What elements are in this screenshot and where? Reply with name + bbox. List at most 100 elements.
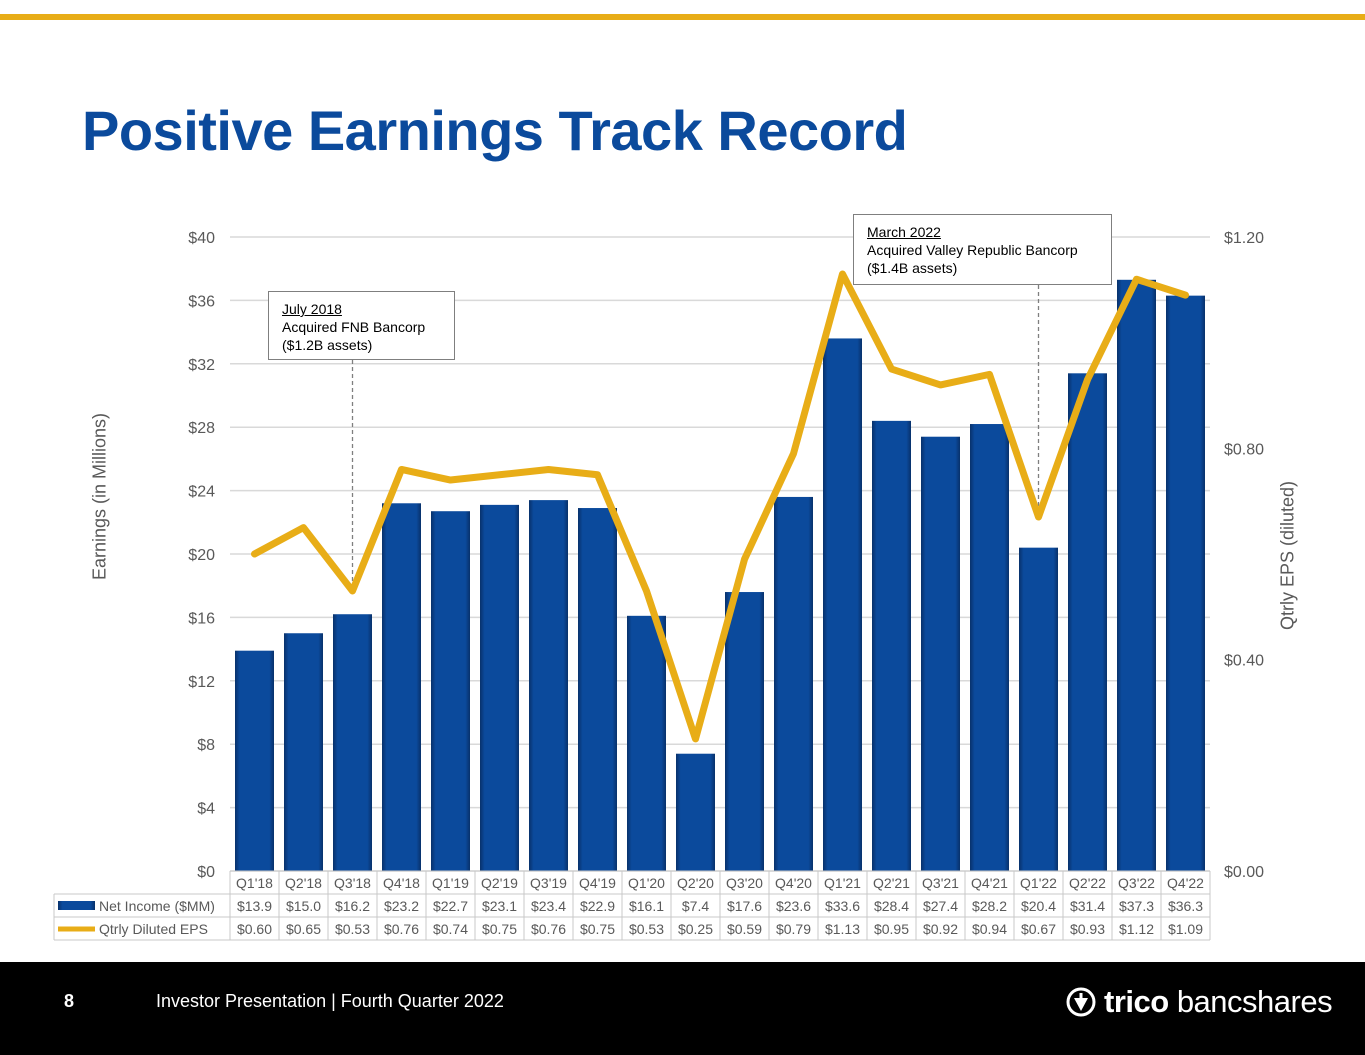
callout-date: March 2022 bbox=[867, 224, 941, 240]
table-cell-net-income: $16.2 bbox=[335, 898, 370, 914]
table-cell-eps: $0.75 bbox=[482, 921, 517, 937]
trico-logo-icon bbox=[1066, 987, 1096, 1017]
eps-point bbox=[645, 589, 648, 592]
eps-point bbox=[1135, 278, 1138, 281]
bar-net-income bbox=[235, 650, 274, 871]
legend-label-eps: Qtrly Diluted EPS bbox=[99, 921, 208, 937]
x-tick-label: Q3'18 bbox=[334, 875, 371, 891]
bar-net-income bbox=[480, 504, 519, 871]
bar-net-income bbox=[676, 753, 715, 871]
x-tick-label: Q4'19 bbox=[579, 875, 616, 891]
x-tick-label: Q1'19 bbox=[432, 875, 469, 891]
callout-line: Acquired Valley Republic Bancorp bbox=[867, 242, 1078, 258]
bar-net-income bbox=[333, 614, 372, 871]
x-tick-label: Q4'20 bbox=[775, 875, 812, 891]
bar-net-income bbox=[1166, 295, 1205, 871]
table-cell-net-income: $16.1 bbox=[629, 898, 664, 914]
y-tick-label: $20 bbox=[188, 547, 215, 564]
y-axis-title-right: Qtrly EPS (diluted) bbox=[1277, 480, 1298, 631]
eps-point bbox=[988, 373, 991, 376]
table-cell-net-income: $23.4 bbox=[531, 898, 566, 914]
eps-point bbox=[694, 737, 697, 740]
callout-date: July 2018 bbox=[282, 301, 342, 317]
x-tick-label: Q2'22 bbox=[1069, 875, 1106, 891]
table-cell-net-income: $23.2 bbox=[384, 898, 419, 914]
y-tick-label: $8 bbox=[197, 737, 215, 754]
table-cell-eps: $0.75 bbox=[580, 921, 615, 937]
logo-text-trico: trico bbox=[1104, 984, 1169, 1019]
y2-tick-label: $1.20 bbox=[1224, 230, 1264, 247]
bar-net-income bbox=[1117, 279, 1156, 871]
x-tick-label: Q1'22 bbox=[1020, 875, 1057, 891]
legend-key-net-income bbox=[58, 901, 95, 910]
y-tick-label: $16 bbox=[188, 610, 215, 627]
table-cell-eps: $0.25 bbox=[678, 921, 713, 937]
earnings-chart: $0 $4 $8 $12 $16 $20 $24 $28 $32 $36 $40 $0.00 $0.40… bbox=[53, 230, 1264, 941]
page-title: Positive Earnings Track Record bbox=[82, 99, 908, 162]
table-cell-net-income: $20.4 bbox=[1021, 898, 1056, 914]
bar-net-income bbox=[823, 338, 862, 871]
table-cell-eps: $0.92 bbox=[923, 921, 958, 937]
eps-point bbox=[890, 368, 893, 371]
table-cell-eps: $1.13 bbox=[825, 921, 860, 937]
x-tick-label: Q2'19 bbox=[481, 875, 518, 891]
bar-net-income bbox=[578, 508, 617, 871]
eps-point bbox=[1184, 294, 1187, 297]
eps-point bbox=[939, 383, 942, 386]
logo-text-bancshares: bancshares bbox=[1176, 984, 1333, 1019]
table-cell-eps: $0.59 bbox=[727, 921, 762, 937]
y-tick-label: $28 bbox=[188, 420, 215, 437]
bar-net-income bbox=[921, 436, 960, 871]
y-tick-label: $12 bbox=[188, 674, 215, 691]
x-tick-label: Q2'20 bbox=[677, 875, 714, 891]
table-cell-eps: $0.95 bbox=[874, 921, 909, 937]
eps-point bbox=[1086, 378, 1089, 381]
table-cell-net-income: $31.4 bbox=[1070, 898, 1105, 914]
y-tick-label: $0 bbox=[197, 864, 215, 881]
table-cell-eps: $0.67 bbox=[1021, 921, 1056, 937]
bar-net-income bbox=[872, 420, 911, 871]
footer-text: Investor Presentation | Fourth Quarter 2… bbox=[156, 991, 504, 1011]
table-cell-eps: $0.74 bbox=[433, 921, 468, 937]
bar-net-income bbox=[529, 500, 568, 871]
x-tick-label: Q1'21 bbox=[824, 875, 861, 891]
top-accent-rule bbox=[0, 14, 1365, 20]
eps-point bbox=[400, 468, 403, 471]
x-tick-label: Q4'18 bbox=[383, 875, 420, 891]
eps-point bbox=[498, 473, 501, 476]
eps-point bbox=[596, 473, 599, 476]
eps-point bbox=[743, 558, 746, 561]
table-cell-eps: $0.53 bbox=[629, 921, 664, 937]
bar-net-income bbox=[284, 633, 323, 871]
table-cell-net-income: $7.4 bbox=[682, 898, 709, 914]
x-tick-label: Q1'18 bbox=[236, 875, 273, 891]
table-cell-net-income: $27.4 bbox=[923, 898, 958, 914]
bar-net-income bbox=[382, 503, 421, 871]
eps-point bbox=[449, 479, 452, 482]
table-cell-eps: $1.12 bbox=[1119, 921, 1154, 937]
bar-net-income bbox=[725, 592, 764, 871]
table-cell-eps: $0.94 bbox=[972, 921, 1007, 937]
eps-point bbox=[841, 272, 844, 275]
x-tick-label: Q3'21 bbox=[922, 875, 959, 891]
table-cell-net-income: $23.6 bbox=[776, 898, 811, 914]
bar-net-income bbox=[970, 424, 1009, 871]
table-cell-eps: $0.65 bbox=[286, 921, 321, 937]
x-tick-label: Q1'20 bbox=[628, 875, 665, 891]
bar-net-income bbox=[1019, 547, 1058, 871]
table-cell-eps: $0.53 bbox=[335, 921, 370, 937]
y-tick-label: $40 bbox=[188, 230, 215, 247]
table-cell-net-income: $28.2 bbox=[972, 898, 1007, 914]
table-cell-eps: $1.09 bbox=[1168, 921, 1203, 937]
y-tick-label: $32 bbox=[188, 357, 215, 374]
table-cell-net-income: $17.6 bbox=[727, 898, 762, 914]
x-tick-label: Q2'21 bbox=[873, 875, 910, 891]
eps-point bbox=[253, 553, 256, 555]
x-tick-label: Q4'22 bbox=[1167, 875, 1204, 891]
table-cell-eps: $0.93 bbox=[1070, 921, 1105, 937]
bar-net-income bbox=[774, 496, 813, 871]
y2-tick-label: $0.40 bbox=[1224, 653, 1264, 670]
footer-bar: 8 Investor Presentation | Fourth Quarter… bbox=[0, 962, 1365, 1055]
table-cell-eps: $0.79 bbox=[776, 921, 811, 937]
page-number: 8 bbox=[64, 991, 75, 1011]
